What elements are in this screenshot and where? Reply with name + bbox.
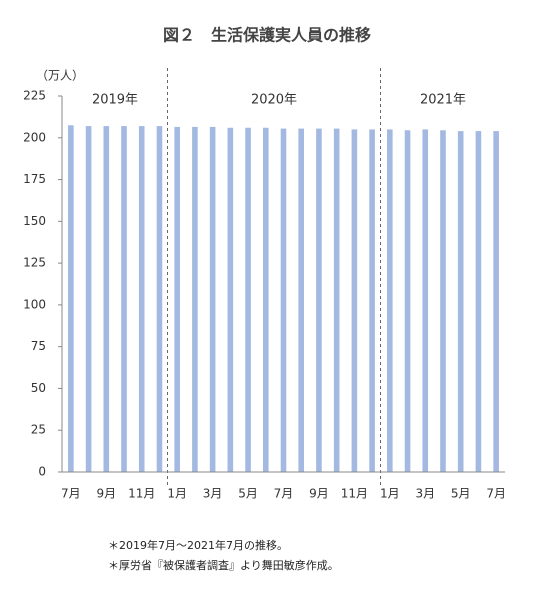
bar [85,126,92,472]
bar [156,126,163,472]
bar [280,128,287,472]
y-tick-label: 50 [31,381,46,395]
x-tick-label: 11月 [341,487,368,501]
x-tick-label: 1月 [380,487,400,501]
x-tick-label: 7月 [486,487,506,501]
bar [457,131,464,473]
footnote: ＊厚労省『被保護者調査』より舞田敏彦作成。 [108,558,339,572]
bar [138,126,145,472]
x-tick-label: 5月 [238,487,258,501]
bar [262,127,269,473]
bar [475,131,482,473]
bar [121,126,127,472]
year-label: 2021年 [420,93,466,108]
x-tick-label: 1月 [167,487,187,501]
bar [174,126,180,472]
x-tick-label: 9月 [96,487,116,501]
bar [351,129,358,472]
y-tick-label: 125 [23,256,46,270]
y-tick-label: 175 [23,172,46,186]
y-tick-label: 100 [23,297,46,311]
x-tick-label: 11月 [128,487,155,501]
bar [422,129,429,472]
bar [387,129,393,472]
bar [227,127,234,473]
x-tick-label: 7月 [274,487,294,501]
year-label: 2020年 [251,93,297,108]
bar [493,131,499,473]
footnote: ＊2019年7月～2021年7月の推移。 [108,538,288,552]
y-tick-label: 0 [38,465,46,479]
bar [316,128,322,472]
bar [209,126,216,472]
x-tick-label: 5月 [451,487,471,501]
y-tick-label: 75 [31,339,46,353]
bar [369,129,375,472]
y-tick-label: 150 [23,214,46,228]
bar [333,128,340,472]
chart-title: 図２ 生活保護実人員の推移 [163,26,371,45]
y-tick-label: 25 [31,423,46,437]
bar [68,125,74,472]
x-tick-label: 7月 [61,487,81,501]
bar [245,127,251,473]
x-tick-label: 3月 [203,487,223,501]
bar [404,130,411,472]
bar [192,126,198,472]
bar [440,130,446,472]
bar [298,128,305,472]
bar [103,126,110,472]
y-unit: （万人） [36,69,84,83]
y-tick-label: 200 [23,130,46,144]
y-tick-label: 225 [23,89,46,103]
x-tick-label: 3月 [415,487,435,501]
x-tick-label: 9月 [309,487,329,501]
year-label: 2019年 [92,93,138,108]
